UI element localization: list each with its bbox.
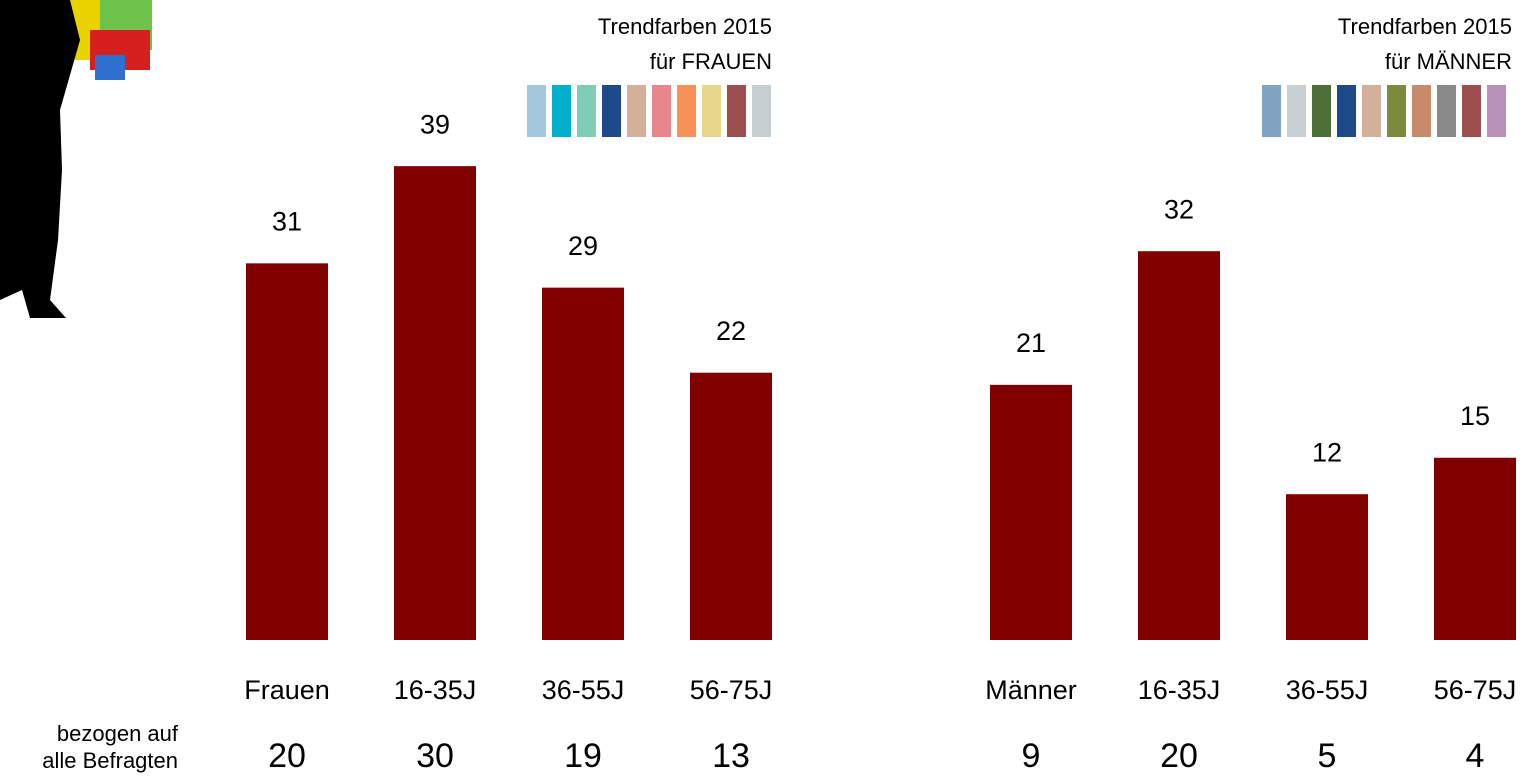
chart-title: Trendfarben 2015 bbox=[598, 14, 772, 39]
color-swatch bbox=[552, 85, 571, 137]
color-swatch bbox=[1362, 85, 1381, 137]
color-swatch bbox=[1387, 85, 1406, 137]
x-tick-label: 16-35J bbox=[1138, 675, 1221, 705]
color-swatch bbox=[1262, 85, 1281, 137]
chart-title: für FRAUEN bbox=[650, 49, 772, 74]
x-tick-label: 16-35J bbox=[394, 675, 477, 705]
overall-value: 20 bbox=[1160, 737, 1198, 775]
bar bbox=[1286, 494, 1368, 640]
bar bbox=[690, 372, 772, 640]
bar bbox=[542, 287, 624, 640]
bar bbox=[246, 263, 328, 640]
color-swatch bbox=[527, 85, 546, 137]
footnote: bezogen auf bbox=[57, 721, 179, 746]
footnote: alle Befragten bbox=[42, 748, 178, 773]
color-swatch bbox=[702, 85, 721, 137]
chart-title: für MÄNNER bbox=[1385, 49, 1512, 74]
overall-value: 5 bbox=[1318, 737, 1337, 775]
x-tick-label: 36-55J bbox=[542, 675, 625, 705]
chart-title: Trendfarben 2015 bbox=[1338, 14, 1512, 39]
color-swatch bbox=[1337, 85, 1356, 137]
x-tick-label: 56-75J bbox=[1434, 675, 1517, 705]
x-tick-label: Männer bbox=[985, 675, 1077, 705]
color-swatch bbox=[1462, 85, 1481, 137]
color-swatch bbox=[1312, 85, 1331, 137]
overall-value: 13 bbox=[712, 737, 750, 775]
value-label: 32 bbox=[1164, 194, 1194, 224]
x-tick-label: 36-55J bbox=[1286, 675, 1369, 705]
value-label: 31 bbox=[272, 206, 302, 236]
value-label: 15 bbox=[1460, 401, 1490, 431]
overall-value: 4 bbox=[1466, 737, 1485, 775]
value-label: 22 bbox=[716, 316, 746, 346]
color-swatch bbox=[1412, 85, 1431, 137]
color-swatch bbox=[577, 85, 596, 137]
overall-value: 9 bbox=[1022, 737, 1041, 775]
value-label: 12 bbox=[1312, 437, 1342, 467]
bar bbox=[990, 384, 1072, 640]
bar bbox=[1138, 251, 1220, 640]
color-swatch bbox=[677, 85, 696, 137]
color-swatch bbox=[1437, 85, 1456, 137]
value-label: 21 bbox=[1016, 328, 1046, 358]
overall-value: 30 bbox=[416, 737, 454, 775]
overall-value: 20 bbox=[268, 737, 306, 775]
bar bbox=[1434, 457, 1516, 640]
color-swatch bbox=[752, 85, 771, 137]
x-tick-label: 56-75J bbox=[690, 675, 773, 705]
shopper-illustration bbox=[0, 0, 152, 318]
color-swatch bbox=[602, 85, 621, 137]
color-swatch bbox=[627, 85, 646, 137]
color-swatch bbox=[727, 85, 746, 137]
x-tick-label: Frauen bbox=[244, 675, 330, 705]
value-label: 39 bbox=[420, 109, 450, 139]
color-swatch bbox=[1487, 85, 1506, 137]
color-swatch bbox=[652, 85, 671, 137]
bar bbox=[394, 166, 476, 640]
value-label: 29 bbox=[568, 231, 598, 261]
color-swatch bbox=[1287, 85, 1306, 137]
overall-value: 19 bbox=[564, 737, 602, 775]
